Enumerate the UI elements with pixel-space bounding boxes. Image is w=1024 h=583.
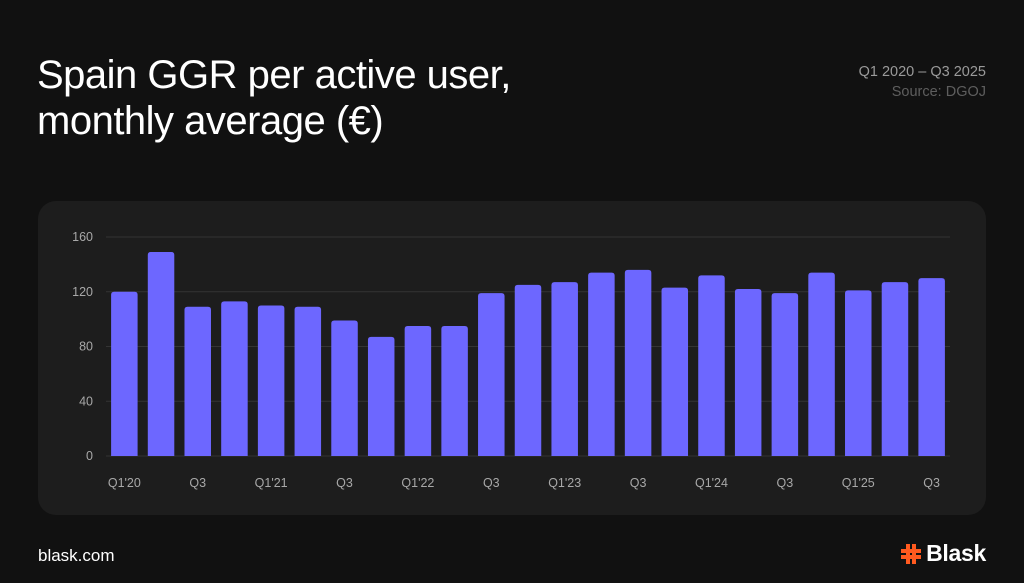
y-tick-label: 160: [72, 230, 93, 244]
chart-meta: Q1 2020 – Q3 2025 Source: DGOJ: [859, 62, 986, 102]
bar-chart: 0 40 80 120 160 Q1'20 Q3 Q1'21 Q3 Q1'22 Q3 Q1'23 Q3 Q…: [72, 230, 950, 490]
bar-17: [734, 289, 762, 456]
x-tick-label: Q1'25: [842, 476, 875, 490]
hash-stroke-1: [912, 543, 917, 564]
hash-stroke-0: [906, 543, 911, 564]
x-tick-label: Q1'22: [401, 476, 434, 490]
bar-9: [441, 325, 468, 456]
bar-14: [624, 269, 652, 456]
bar-5: [294, 306, 322, 456]
bar-8: [404, 325, 432, 456]
hash-stroke-2: [901, 548, 922, 553]
x-tick-label: Q3: [483, 476, 500, 490]
y-tick-label: 120: [72, 285, 93, 299]
bar-7: [367, 336, 395, 456]
bar-15: [661, 287, 689, 456]
bar-3: [221, 301, 248, 456]
chart-title: Spain GGR per active user, monthly avera…: [37, 52, 677, 144]
brand-name: Blask: [926, 540, 986, 566]
hash-logo-icon: [901, 543, 922, 564]
bar-0: [111, 291, 138, 456]
x-tick-label: Q1'24: [695, 476, 728, 490]
x-tick-label: Q3: [777, 476, 794, 490]
bar-12: [551, 282, 578, 456]
x-tick-label: Q3: [336, 476, 353, 490]
x-tick-label: Q3: [630, 476, 647, 490]
bar-10: [478, 293, 505, 456]
hash-stroke-3: [901, 554, 922, 559]
y-tick-label: 40: [79, 394, 93, 408]
chart-title-line-1: Spain GGR per active user,: [37, 53, 511, 97]
source-label: Source: DGOJ: [891, 84, 986, 100]
bar-2: [184, 306, 211, 456]
bar-6: [331, 320, 358, 456]
chart-panel: 0 40 80 120 160 Q1'20 Q3 Q1'21 Q3 Q1'22 Q3 Q1'23 Q3 Q…: [38, 201, 986, 515]
bar-21: [881, 282, 909, 456]
period-label: Q1 2020 – Q3 2025: [858, 64, 986, 80]
bar-13: [588, 272, 615, 456]
x-tick-label: Q3: [923, 476, 940, 490]
y-tick-label: 80: [79, 340, 93, 354]
website-link[interactable]: blask.com: [38, 546, 115, 565]
bar-20: [845, 290, 872, 456]
bar-11: [514, 284, 542, 456]
bar-19: [808, 272, 835, 456]
bar-22: [918, 278, 945, 456]
chart-title-line-2: monthly average (€): [37, 99, 384, 143]
x-tick-label: Q1'21: [255, 476, 288, 490]
x-tick-label: Q1'20: [108, 476, 141, 490]
x-tick-label: Q3: [189, 476, 206, 490]
brand-logo: Blask: [900, 540, 986, 567]
bar-1: [147, 252, 175, 456]
bar-16: [698, 275, 725, 456]
bar-4: [257, 305, 285, 456]
y-tick-label: 0: [86, 449, 93, 463]
bar-18: [771, 293, 799, 456]
x-tick-label: Q1'23: [548, 476, 581, 490]
